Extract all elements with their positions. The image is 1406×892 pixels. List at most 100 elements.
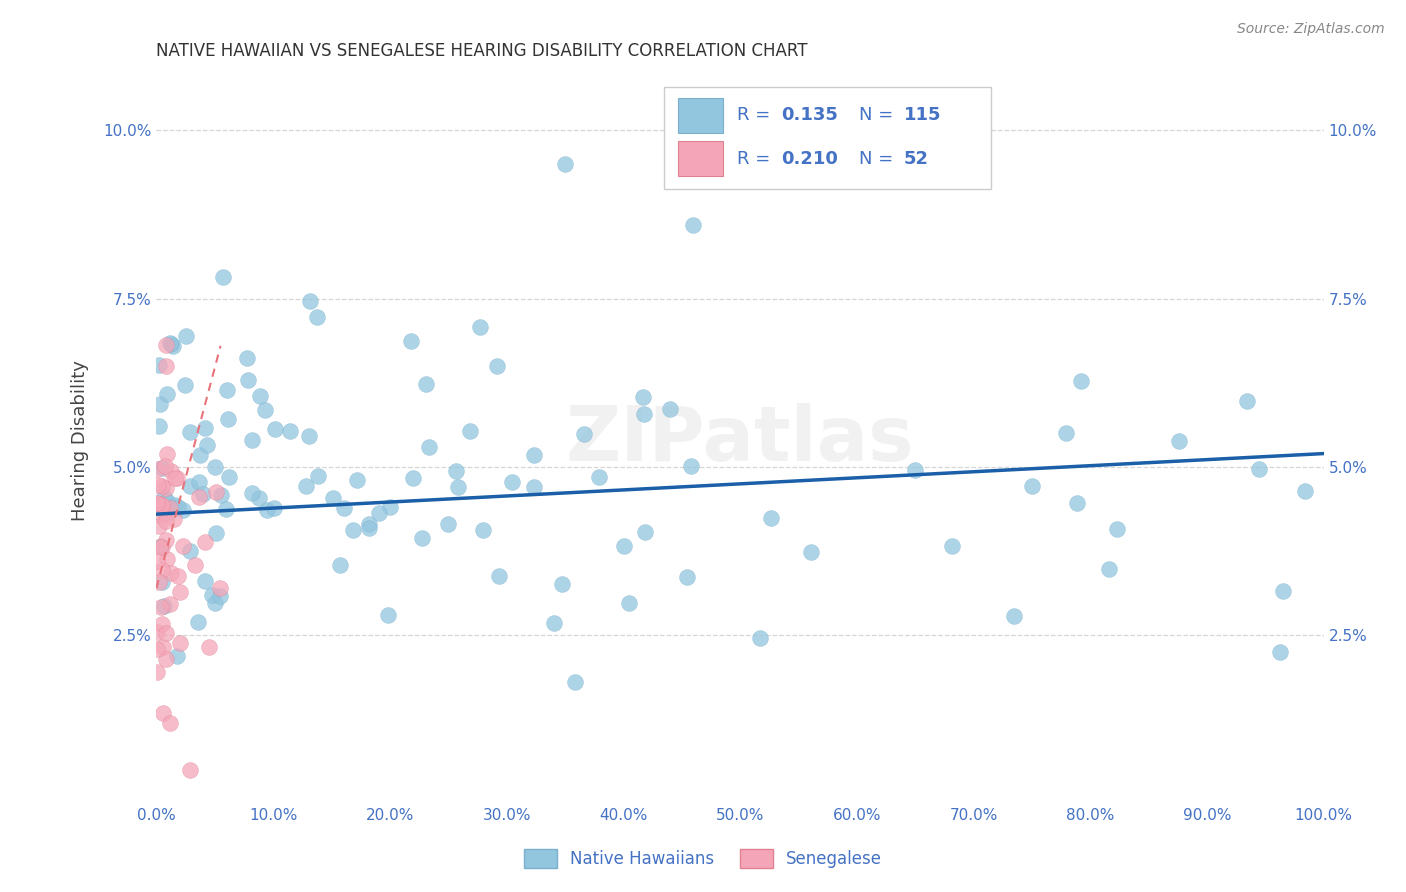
Point — [155, 514, 177, 528]
Point — [471, 523, 494, 537]
Point — [218, 470, 240, 484]
Point — [150, 575, 173, 590]
Point — [146, 461, 169, 475]
Point — [367, 507, 389, 521]
Point — [159, 501, 181, 516]
Point — [155, 533, 177, 548]
Point — [212, 269, 235, 284]
Point — [215, 383, 238, 397]
Point — [152, 640, 174, 655]
Point — [148, 519, 170, 533]
Point — [163, 470, 186, 484]
Point — [295, 479, 318, 493]
Point — [1107, 522, 1129, 536]
Point — [155, 652, 177, 666]
Point — [174, 378, 197, 392]
Text: N =: N = — [859, 106, 898, 124]
Point — [263, 422, 285, 436]
Point — [460, 424, 482, 438]
Point — [153, 599, 176, 613]
Point — [554, 157, 576, 171]
Point — [155, 337, 177, 351]
Point — [215, 501, 238, 516]
Point — [146, 496, 169, 510]
Text: R =: R = — [737, 150, 776, 168]
Point — [153, 459, 176, 474]
Legend: Native Hawaiians, Senegalese: Native Hawaiians, Senegalese — [517, 842, 889, 875]
Point — [166, 569, 188, 583]
Point — [179, 544, 201, 558]
Point — [169, 636, 191, 650]
Point — [613, 539, 636, 553]
Point — [307, 469, 329, 483]
Point — [238, 373, 260, 387]
Point — [418, 441, 440, 455]
Point — [163, 512, 186, 526]
Point — [197, 640, 219, 654]
Point — [1271, 583, 1294, 598]
Point — [904, 463, 927, 477]
Point — [501, 475, 523, 490]
Point — [941, 540, 963, 554]
Point — [184, 558, 207, 573]
Point — [1066, 496, 1088, 510]
Point — [159, 566, 181, 581]
Point — [447, 480, 470, 494]
Point — [682, 218, 704, 232]
Point — [166, 471, 188, 485]
Point — [209, 488, 232, 502]
Text: 115: 115 — [904, 106, 941, 124]
Point — [153, 506, 176, 520]
Point — [149, 397, 172, 411]
Point — [307, 310, 329, 324]
Point — [543, 616, 565, 631]
Point — [155, 359, 177, 373]
Text: 0.135: 0.135 — [780, 106, 838, 124]
Point — [146, 641, 169, 656]
Text: N =: N = — [859, 150, 898, 168]
Point — [253, 403, 276, 417]
Point — [150, 540, 173, 554]
Point — [333, 500, 356, 515]
Point — [150, 616, 173, 631]
Point — [176, 329, 198, 343]
Point — [159, 337, 181, 351]
Point — [1021, 479, 1043, 493]
Point — [658, 402, 681, 417]
Point — [342, 523, 364, 537]
Point — [242, 433, 264, 447]
Point — [247, 491, 270, 505]
Point — [155, 481, 177, 495]
Point — [167, 500, 190, 514]
Point — [209, 590, 232, 604]
Point — [399, 334, 422, 348]
Point — [148, 418, 170, 433]
Point — [156, 551, 179, 566]
Point — [357, 521, 380, 535]
Point — [156, 494, 179, 508]
Point — [191, 486, 214, 500]
FancyBboxPatch shape — [664, 87, 991, 189]
Point — [208, 581, 231, 595]
Point — [148, 498, 170, 512]
Text: NATIVE HAWAIIAN VS SENEGALESE HEARING DISABILITY CORRELATION CHART: NATIVE HAWAIIAN VS SENEGALESE HEARING DI… — [156, 42, 808, 60]
Point — [551, 576, 574, 591]
Point — [298, 429, 321, 443]
Point — [155, 447, 177, 461]
Point — [634, 524, 657, 539]
Point — [256, 503, 278, 517]
Point — [155, 626, 177, 640]
Point — [204, 485, 226, 500]
Point — [159, 335, 181, 350]
FancyBboxPatch shape — [678, 141, 723, 177]
Point — [1002, 608, 1025, 623]
Point — [748, 631, 770, 645]
Point — [329, 558, 352, 573]
Point — [172, 503, 194, 517]
Point — [179, 479, 201, 493]
Point — [633, 390, 655, 404]
Text: ZIPatlas: ZIPatlas — [565, 403, 914, 477]
Point — [149, 599, 172, 614]
Point — [204, 596, 226, 610]
Point — [194, 574, 217, 589]
